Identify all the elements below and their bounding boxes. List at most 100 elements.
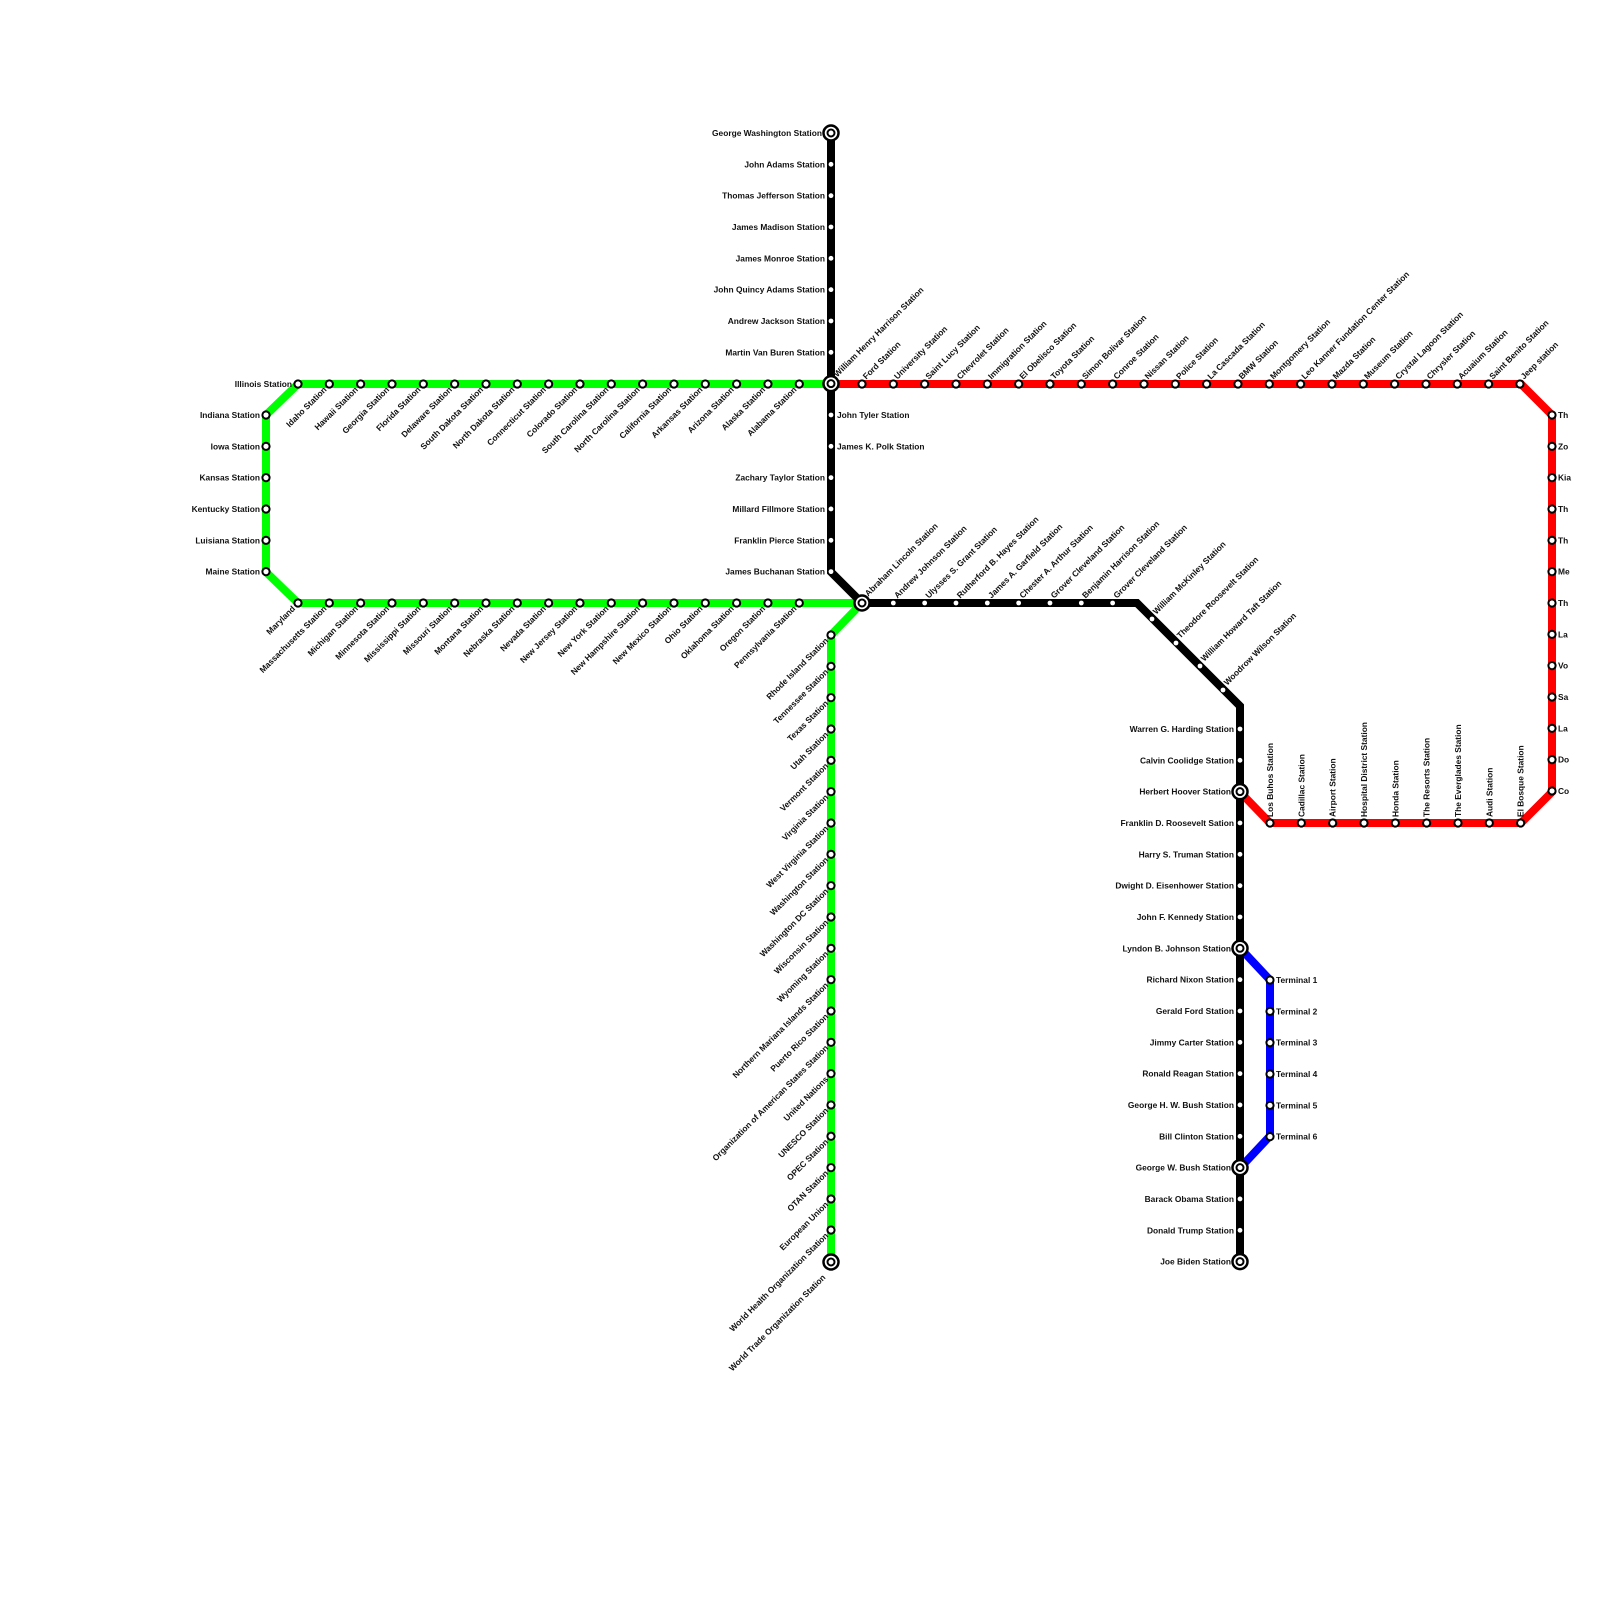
station[interactable]	[1237, 883, 1243, 889]
station[interactable]	[826, 1069, 836, 1079]
station[interactable]	[732, 598, 742, 608]
station[interactable]	[324, 379, 334, 389]
station[interactable]	[1265, 1132, 1275, 1142]
station[interactable]	[418, 598, 428, 608]
station[interactable]	[1202, 379, 1212, 389]
station[interactable]	[1296, 379, 1306, 389]
station[interactable]	[293, 379, 303, 389]
station[interactable]	[763, 379, 773, 389]
station[interactable]	[1547, 786, 1557, 796]
station[interactable]	[1390, 379, 1400, 389]
station[interactable]	[669, 379, 679, 389]
station[interactable]	[481, 598, 491, 608]
station[interactable]	[1547, 535, 1557, 545]
station[interactable]	[1237, 820, 1243, 826]
interchange-station[interactable]	[822, 374, 840, 393]
station[interactable]	[356, 598, 366, 608]
station[interactable]	[1547, 629, 1557, 639]
station[interactable]	[481, 379, 491, 389]
station[interactable]	[826, 1131, 836, 1141]
station[interactable]	[261, 441, 271, 451]
station[interactable]	[1237, 851, 1243, 857]
station[interactable]	[828, 475, 834, 481]
station[interactable]	[1139, 379, 1149, 389]
station[interactable]	[888, 379, 898, 389]
station[interactable]	[953, 600, 959, 606]
station[interactable]	[669, 598, 679, 608]
station[interactable]	[1237, 1196, 1243, 1202]
station[interactable]	[261, 504, 271, 514]
station[interactable]	[1265, 975, 1275, 985]
station[interactable]	[1197, 663, 1203, 669]
station[interactable]	[1547, 567, 1557, 577]
station[interactable]	[826, 912, 836, 922]
station[interactable]	[1237, 1008, 1243, 1014]
station[interactable]	[828, 569, 834, 575]
station[interactable]	[826, 1225, 836, 1235]
station[interactable]	[1421, 379, 1431, 389]
station[interactable]	[826, 1100, 836, 1110]
station[interactable]	[828, 412, 834, 418]
station[interactable]	[575, 379, 585, 389]
station[interactable]	[700, 379, 710, 389]
station[interactable]	[1014, 379, 1024, 389]
station[interactable]	[1237, 1039, 1243, 1045]
station[interactable]	[826, 1194, 836, 1204]
station[interactable]	[261, 535, 271, 545]
station[interactable]	[1359, 818, 1369, 828]
station[interactable]	[1078, 600, 1084, 606]
station[interactable]	[794, 379, 804, 389]
station[interactable]	[450, 598, 460, 608]
station[interactable]	[828, 443, 834, 449]
station[interactable]	[828, 161, 834, 167]
station[interactable]	[1173, 640, 1179, 646]
station[interactable]	[1237, 1133, 1243, 1139]
station[interactable]	[1547, 723, 1557, 733]
station[interactable]	[763, 598, 773, 608]
station[interactable]	[1045, 379, 1055, 389]
interchange-station[interactable]	[822, 124, 840, 142]
station[interactable]	[826, 630, 836, 640]
station[interactable]	[826, 693, 836, 703]
station[interactable]	[1265, 1069, 1275, 1079]
station[interactable]	[984, 600, 990, 606]
station[interactable]	[1170, 379, 1180, 389]
station[interactable]	[826, 943, 836, 953]
station[interactable]	[1328, 818, 1338, 828]
station[interactable]	[1547, 661, 1557, 671]
station[interactable]	[1108, 379, 1118, 389]
station[interactable]	[1390, 818, 1400, 828]
station[interactable]	[826, 881, 836, 891]
station[interactable]	[732, 379, 742, 389]
station[interactable]	[544, 379, 554, 389]
station[interactable]	[826, 975, 836, 985]
station[interactable]	[1547, 504, 1557, 514]
station[interactable]	[1265, 1006, 1275, 1016]
station[interactable]	[1265, 1100, 1275, 1110]
station[interactable]	[1264, 379, 1274, 389]
station[interactable]	[324, 598, 334, 608]
station[interactable]	[1547, 755, 1557, 765]
station[interactable]	[1484, 818, 1494, 828]
station[interactable]	[700, 598, 710, 608]
station[interactable]	[828, 287, 834, 293]
station[interactable]	[638, 379, 648, 389]
station[interactable]	[826, 1006, 836, 1016]
station[interactable]	[387, 598, 397, 608]
station[interactable]	[356, 379, 366, 389]
station[interactable]	[1237, 1071, 1243, 1077]
station[interactable]	[1484, 379, 1494, 389]
station[interactable]	[826, 1163, 836, 1173]
station[interactable]	[794, 598, 804, 608]
station[interactable]	[1327, 379, 1337, 389]
station[interactable]	[544, 598, 554, 608]
station[interactable]	[828, 224, 834, 230]
station[interactable]	[261, 410, 271, 420]
station[interactable]	[826, 755, 836, 765]
station[interactable]	[450, 379, 460, 389]
station[interactable]	[293, 598, 303, 608]
station[interactable]	[1516, 818, 1526, 828]
station[interactable]	[606, 379, 616, 389]
station[interactable]	[1047, 600, 1053, 606]
station[interactable]	[1237, 977, 1243, 983]
